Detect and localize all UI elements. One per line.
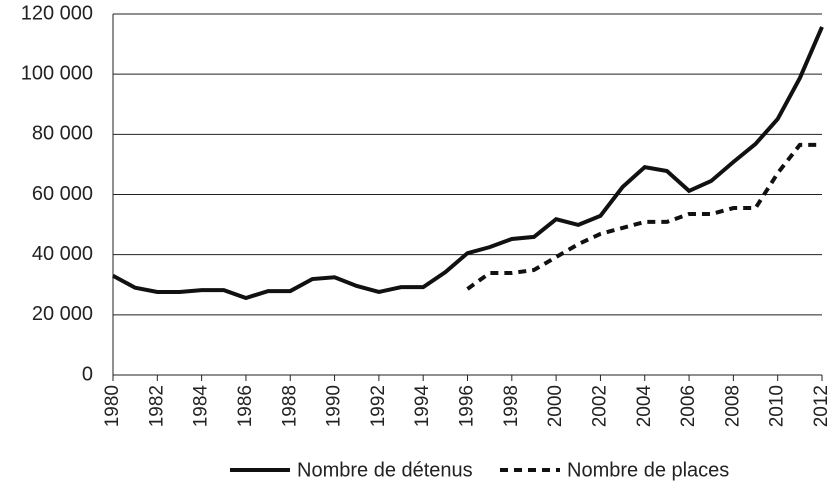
x-tick-label: 2006: [678, 385, 699, 427]
y-tick-label: 100 000: [21, 62, 93, 84]
y-tick-label: 80 000: [32, 123, 93, 145]
y-tick-label: 40 000: [32, 243, 93, 265]
x-tick-label: 2002: [589, 385, 610, 427]
x-tick-label: 1982: [146, 385, 167, 427]
series-line: [112, 26, 824, 301]
legend-label: Nombre de détenus: [297, 459, 473, 481]
y-tick-label: 0: [82, 363, 93, 385]
legend-label: Nombre de places: [567, 459, 729, 481]
x-tick-label: 1990: [324, 385, 345, 427]
y-tick-label: 120 000: [21, 2, 93, 24]
x-tick-label: 1996: [457, 385, 478, 427]
x-tick-label: 2010: [767, 385, 788, 427]
x-tick-label: 2000: [545, 385, 566, 427]
x-tick-label: 1986: [235, 385, 256, 427]
x-tick-label: 1980: [102, 385, 123, 427]
x-tick-label: 1998: [501, 385, 522, 427]
x-tick-label: 2004: [634, 385, 655, 428]
y-tick-label: 60 000: [32, 183, 93, 205]
x-tick-label: 1992: [368, 385, 389, 427]
x-tick-label: 2012: [811, 385, 832, 427]
x-tick-label: 1984: [191, 385, 212, 428]
x-tick-label: 2008: [722, 385, 743, 427]
x-tick-label: 1994: [412, 385, 433, 428]
x-tick-label: 1988: [279, 385, 300, 427]
y-tick-label: 20 000: [32, 303, 93, 325]
